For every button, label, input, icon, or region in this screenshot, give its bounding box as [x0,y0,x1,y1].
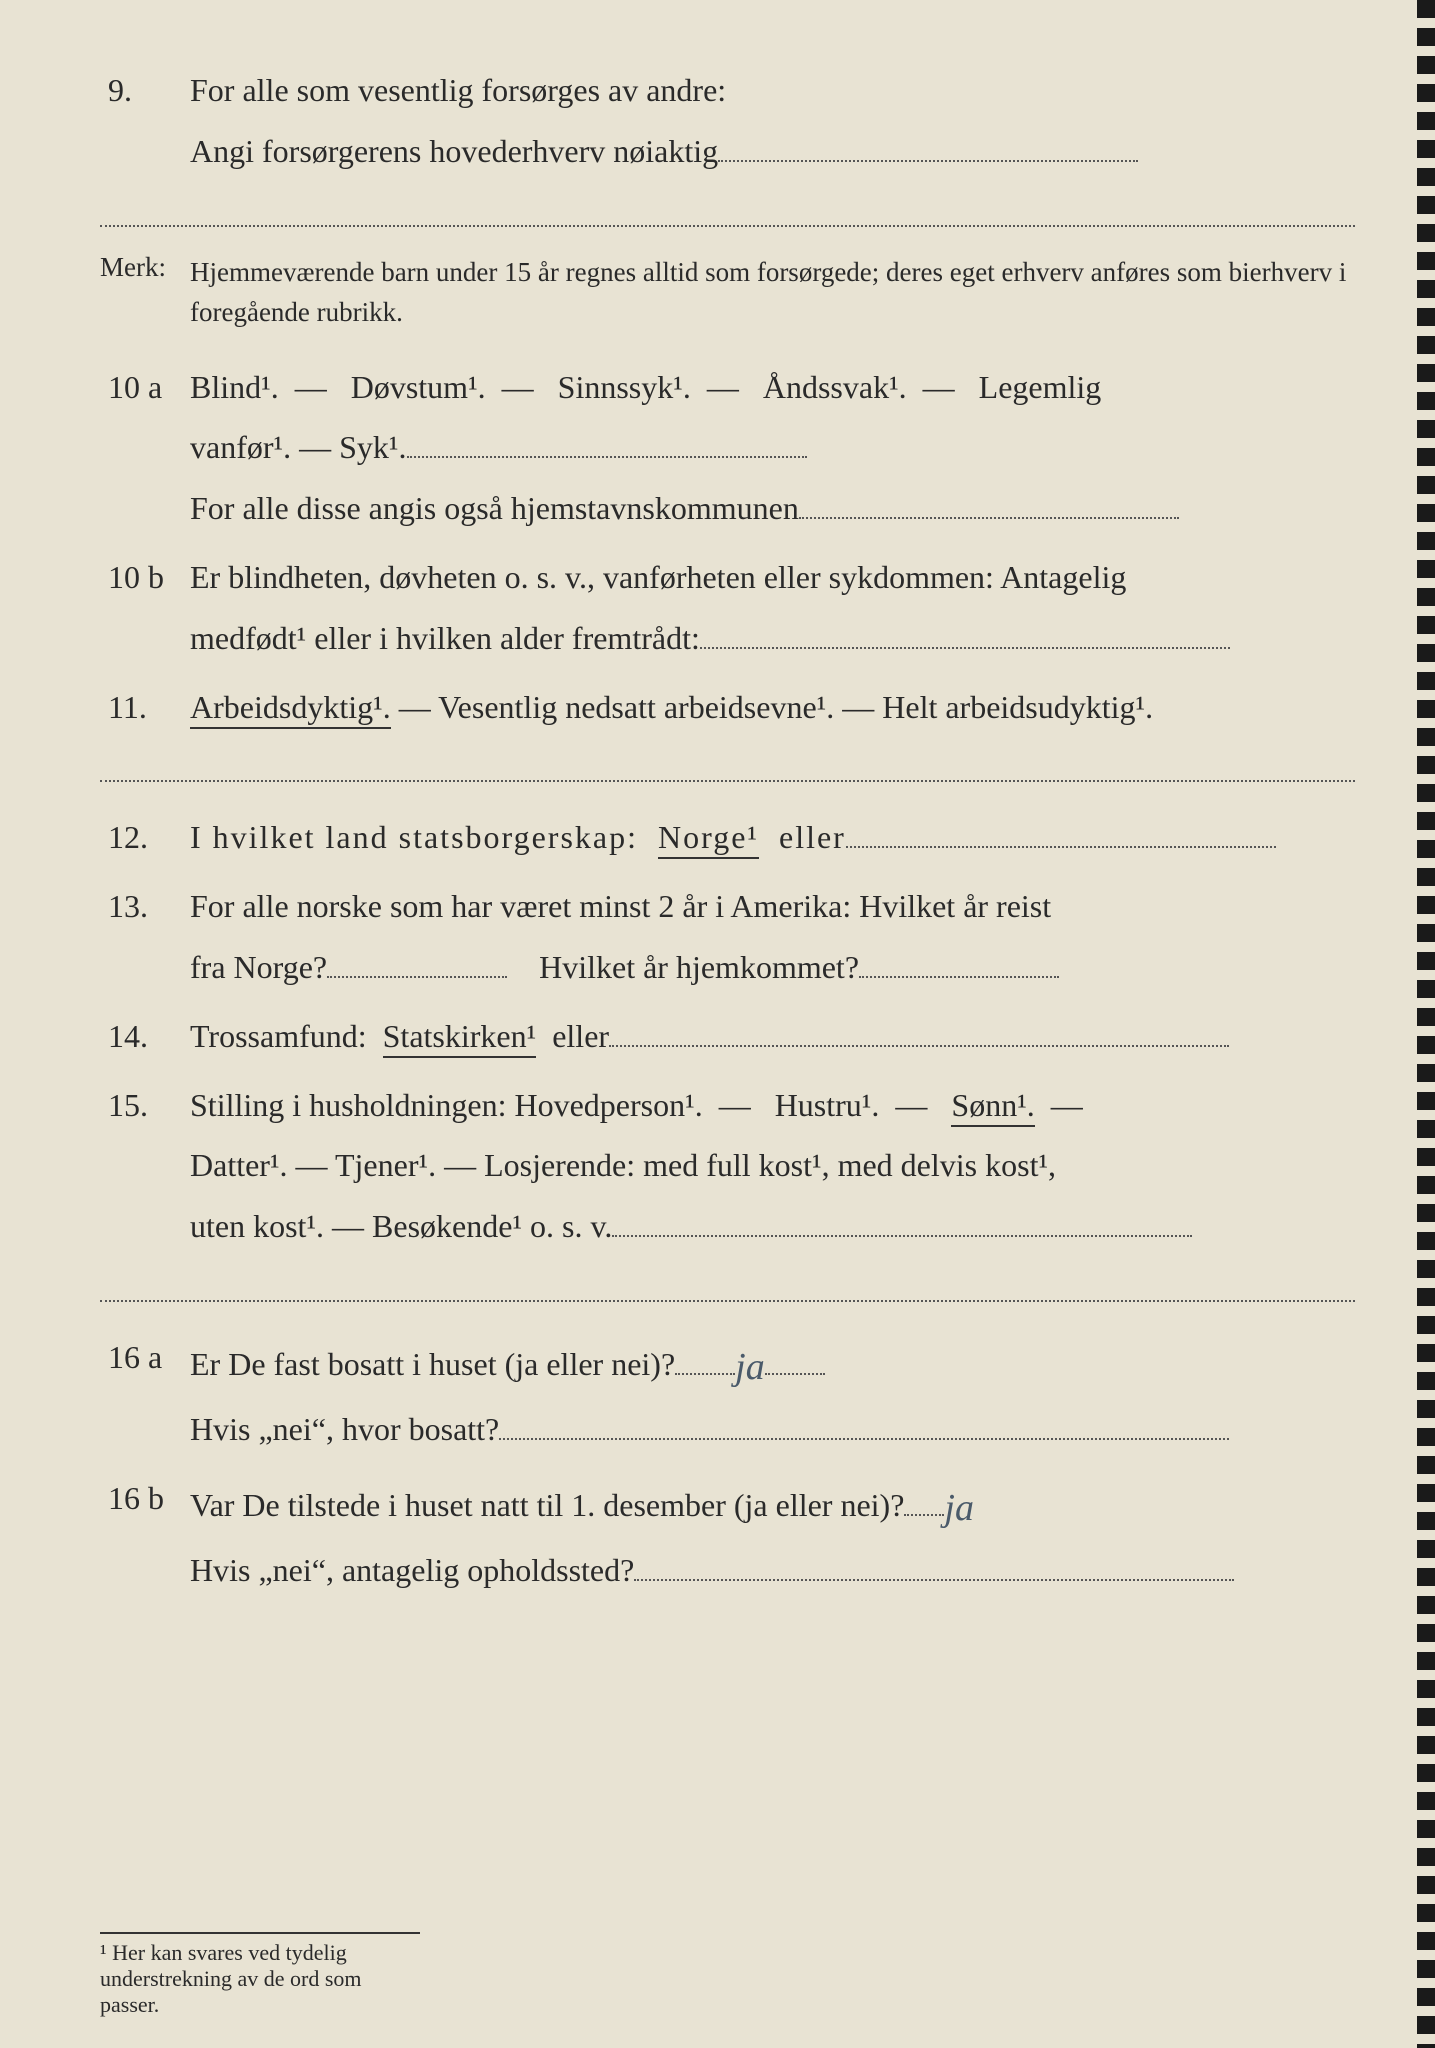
question-10a: 10 a Blind¹. — Døvstum¹. — Sinnssyk¹. — … [100,357,1355,539]
question-number: 10 a [100,357,190,539]
question-content: Trossamfund: Statskirken¹ eller [190,1006,1355,1067]
fill-line [327,976,507,978]
divider-line [100,207,1355,227]
q10a-line1: Blind¹. — Døvstum¹. — Sinnssyk¹. — Åndss… [190,357,1355,418]
question-number: 15. [100,1075,190,1257]
footnote: ¹ Her kan svares ved tydelig understrekn… [100,1932,420,2018]
question-number: 16 a [100,1327,190,1460]
question-number: 10 b [100,547,190,669]
note-merk: Merk: Hjemmeværende barn under 15 år reg… [100,252,1355,333]
q10a-line2: vanfør¹. — Syk¹. [190,417,1355,478]
question-number: 11. [100,677,190,738]
question-content: Blind¹. — Døvstum¹. — Sinnssyk¹. — Åndss… [190,357,1355,539]
question-14: 14. Trossamfund: Statskirken¹ eller [100,1006,1355,1067]
handwritten-answer: ja [944,1487,974,1529]
q14-underlined: Statskirken¹ [383,1018,537,1058]
fill-line [612,1235,1192,1237]
fill-line [846,846,1276,848]
question-11: 11. Arbeidsdyktig¹. — Vesentlig nedsatt … [100,677,1355,738]
question-10b: 10 b Er blindheten, døvheten o. s. v., v… [100,547,1355,669]
q9-line2: Angi forsørgerens hovederhverv nøiaktig [190,121,1355,182]
q15-line1: Stilling i husholdningen: Hovedperson¹. … [190,1075,1355,1136]
fill-line [765,1373,825,1375]
q9-line1: For alle som vesentlig forsørges av andr… [190,60,1355,121]
question-number: 12. [100,807,190,868]
q13-line2: fra Norge? Hvilket år hjemkommet? [190,937,1355,998]
question-9: 9. For alle som vesentlig forsørges av a… [100,60,1355,182]
question-content: Er De fast bosatt i huset (ja eller nei)… [190,1327,1355,1460]
question-12: 12. I hvilket land statsborgerskap: Norg… [100,807,1355,868]
q10a-line3: For alle disse angis også hjemstavnskomm… [190,478,1355,539]
fill-line [859,976,1059,978]
question-content: Stilling i husholdningen: Hovedperson¹. … [190,1075,1355,1257]
question-content: For alle som vesentlig forsørges av andr… [190,60,1355,182]
q15-line3: uten kost¹. — Besøkende¹ o. s. v. [190,1196,1355,1257]
q11-opt2: Vesentlig nedsatt arbeidsevne¹. [438,689,834,725]
fill-line [718,160,1138,162]
merk-text: Hjemmeværende barn under 15 år regnes al… [190,252,1355,333]
fill-line [675,1373,735,1375]
question-content: Er blindheten, døvheten o. s. v., vanfør… [190,547,1355,669]
fill-line [700,647,1230,649]
merk-label: Merk: [100,252,190,333]
handwritten-answer: ja [735,1346,765,1388]
question-number: 13. [100,876,190,998]
q16a-line2: Hvis „nei“, hvor bosatt? [190,1399,1355,1460]
q10b-line1: Er blindheten, døvheten o. s. v., vanfør… [190,547,1355,608]
q16b-line2: Hvis „nei“, antagelig opholdssted? [190,1540,1355,1601]
q12-underlined: Norge¹ [658,819,759,859]
question-content: I hvilket land statsborgerskap: Norge¹ e… [190,807,1355,868]
question-13: 13. For alle norske som har været minst … [100,876,1355,998]
q15-sonn-underlined: Sønn¹. [951,1087,1034,1127]
q15-line2: Datter¹. — Tjener¹. — Losjerende: med fu… [190,1135,1355,1196]
question-15: 15. Stilling i husholdningen: Hovedperso… [100,1075,1355,1257]
question-16b: 16 b Var De tilstede i huset natt til 1.… [100,1468,1355,1601]
fill-line [904,1514,944,1516]
q10b-line2: medfødt¹ eller i hvilken alder fremtrådt… [190,608,1355,669]
q16b-line1: Var De tilstede i huset natt til 1. dese… [190,1468,1355,1540]
q13-line1: For alle norske som har været minst 2 år… [190,876,1355,937]
fill-line [407,456,807,458]
fill-line [609,1045,1229,1047]
divider-line [100,1282,1355,1302]
q11-opt3: Helt arbeidsudyktig¹. [882,689,1153,725]
fill-line [634,1579,1234,1581]
q11-opt1-underlined: Arbeidsdyktig¹. [190,689,391,729]
question-number: 14. [100,1006,190,1067]
fill-line [499,1438,1229,1440]
perforated-edge [1417,0,1435,2048]
census-form-page: 9. For alle som vesentlig forsørges av a… [100,60,1355,1601]
question-content: Var De tilstede i huset natt til 1. dese… [190,1468,1355,1601]
q16a-line1: Er De fast bosatt i huset (ja eller nei)… [190,1327,1355,1399]
question-number: 16 b [100,1468,190,1601]
question-16a: 16 a Er De fast bosatt i huset (ja eller… [100,1327,1355,1460]
question-number: 9. [100,60,190,182]
divider-line [100,762,1355,782]
fill-line [799,517,1179,519]
question-content: Arbeidsdyktig¹. — Vesentlig nedsatt arbe… [190,677,1355,738]
footnote-text: ¹ Her kan svares ved tydelig understrekn… [100,1940,362,2017]
question-content: For alle norske som har været minst 2 år… [190,876,1355,998]
